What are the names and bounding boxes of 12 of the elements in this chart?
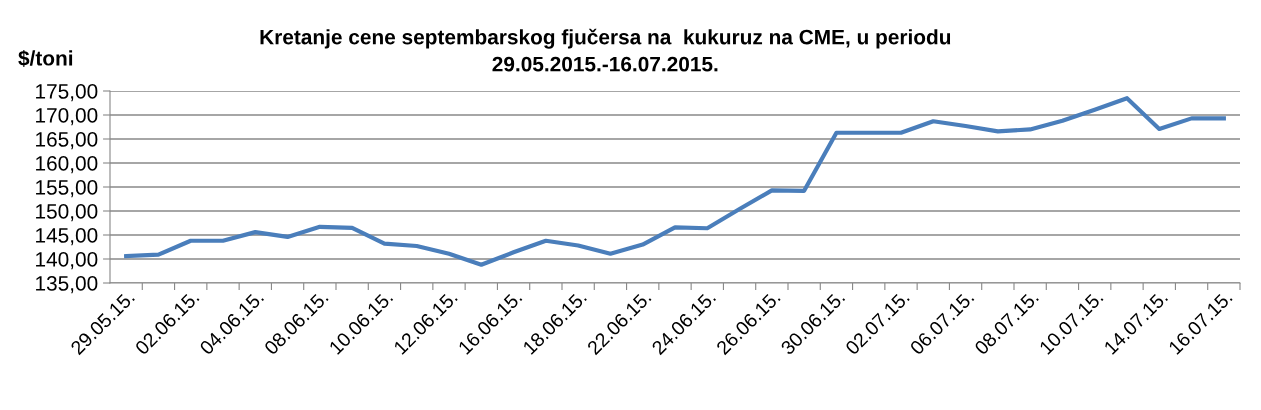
y-tick-label: 155,00 bbox=[36, 180, 98, 198]
y-tick-label: 140,00 bbox=[36, 252, 98, 270]
y-tick-label: 175,00 bbox=[36, 84, 98, 102]
y-tick-label: 160,00 bbox=[36, 156, 98, 174]
y-axis-title: $/toni bbox=[18, 49, 73, 67]
y-tick-label: 145,00 bbox=[36, 228, 98, 246]
y-tick-label: 165,00 bbox=[36, 132, 98, 150]
y-tick-label: 150,00 bbox=[36, 204, 98, 222]
y-tick-label: 170,00 bbox=[36, 108, 98, 126]
chart-title: Kretanje cene septembarskog fjučersa na kukuruz na CME, u periodu 29.05.2015.-16.07.2015. bbox=[260, 28, 951, 72]
y-tick-label: 135,00 bbox=[36, 276, 98, 294]
line-series bbox=[124, 96, 1226, 267]
